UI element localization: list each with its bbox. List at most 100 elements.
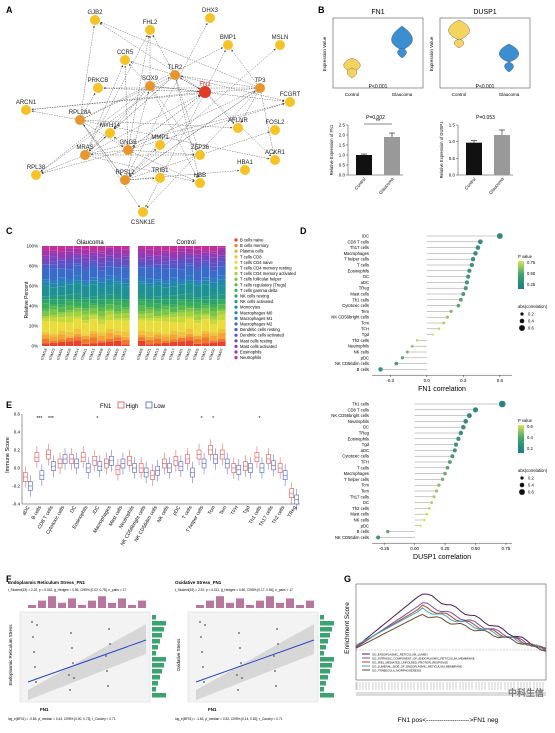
network-node [90,15,100,25]
legend-label: T cells CD4 memory activated [240,271,296,276]
f-right-hist-bar [152,687,156,692]
stack-segment [122,344,130,346]
f-top-hist-bar [118,598,126,608]
d-point [456,303,461,308]
d-point [442,321,446,325]
stack-segment [82,310,90,315]
c-ylabel: Relative Percent [24,281,30,318]
legend-label: Mast cells resting [240,338,273,343]
stack-segment [82,343,90,346]
f-right-hist-bar [152,675,160,680]
panel-label-f: F [6,574,12,584]
d-row-label: CD8 T cells [348,407,370,412]
stack-segment [170,254,178,259]
d-row-label: Cytotoxic cells [342,303,369,308]
stack-segment [202,252,210,256]
stack-segment [90,266,98,278]
stack-segment [218,333,226,339]
d-row-label: Neutrophils [348,419,369,424]
stack-segment [154,334,162,339]
d-point [475,245,481,250]
legend-label: T cells CD4 naive [240,260,273,265]
stack-segment [58,286,66,296]
network-node [270,125,280,135]
g-curve [355,593,547,649]
stack-segment [90,250,98,253]
stack-segment [210,266,218,271]
stack-segment [162,283,170,288]
network-node [105,128,115,138]
dusp1-violin-p: P<0.001 [476,84,495,90]
e-x-label: Tem [219,505,229,516]
stack-segment [74,265,82,276]
e-x-label: pDC [172,505,182,517]
stack-segment [74,263,82,266]
stack-segment [162,246,170,251]
stack-segment [194,269,202,281]
stack-segment [50,268,58,281]
legend-label: T cells regulatory (Tregs) [240,282,287,287]
stack-segment [218,279,226,286]
network-edge [174,74,201,90]
stack-segment [106,279,114,286]
stack-segment [90,305,98,309]
e-x-label: TReg [287,505,298,519]
f-point [34,666,36,668]
stack-segment [74,275,82,281]
f-point [109,643,111,645]
e-legend-high-swatch [117,401,125,409]
stack-segment [170,341,178,346]
stack-segment [218,247,226,251]
g-rank-bar [356,692,546,696]
stack-segment [138,330,146,335]
network-edge [204,91,235,124]
stack-segment [42,303,50,309]
stack-segment [202,277,210,281]
stack-segment [178,257,186,260]
d-size-legend-label: 0.2 [528,312,534,317]
fn1-violin-frame [332,17,424,89]
stack-segment [194,261,202,268]
stack-segment [178,304,186,311]
stack-segment [50,283,58,288]
stack-segment [114,299,122,302]
fn1-title: FN1 [371,9,384,16]
stack-segment [74,308,82,312]
network-node-label: TP3 [254,78,266,84]
stack-segment [194,335,202,340]
stack-segment [146,313,154,319]
d-point [427,507,431,510]
d-point [430,501,434,505]
network-node-label: ARCN1 [16,100,37,106]
panel-label-d: D [300,226,307,236]
d-row-label: aDC [361,280,369,285]
d-size-legend-label: 0.6 [528,490,534,495]
stack-segment [146,297,154,300]
stack-segment [122,246,130,250]
stack-segment [90,299,98,304]
d-row-label: T helper cells [344,477,369,482]
stack-segment [66,248,74,252]
network-edge [174,74,200,178]
g-legend-label: GO_IRE1_MEDIATED_UNFOLDED_PROTEIN_RESPON… [372,661,448,665]
network-node [275,40,285,50]
f-top-hist-bar [108,602,116,608]
legend-label: T cells CD8 [240,254,262,259]
stack-segment [178,294,186,300]
network-edge [128,91,206,176]
stack-segment [194,280,202,283]
immune-fraction-stacked-bars: Glaucoma Control Relative Percent 0% 20% 4… [24,238,296,361]
stack-segment [210,287,218,296]
e-legend-title: FN1 [100,404,112,410]
stack-segment [50,341,58,343]
stack-segment [210,304,218,307]
d-point [445,315,450,319]
fn1-violin-control-tail [346,67,358,79]
fn1-group-glaucoma: Glaucoma [392,92,413,97]
legend-swatch [234,339,238,343]
stack-segment [122,299,130,303]
ppi-network: GJB2 DHX3 FHL2 BMP1 MSLN CCR5 PRKCB SOX9 FN1 TLR2… [16,8,301,226]
d-row-label: NK cells [354,518,369,523]
stack-segment [122,297,130,300]
stack-segment [106,320,114,329]
